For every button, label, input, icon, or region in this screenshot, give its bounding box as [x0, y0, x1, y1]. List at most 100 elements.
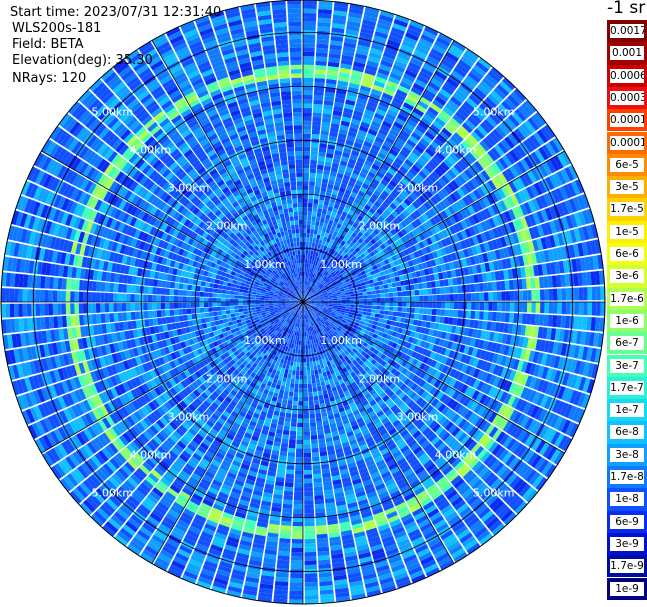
range-gate [288, 369, 293, 375]
range-gate [452, 92, 465, 104]
range-gate [330, 244, 336, 250]
range-gate [353, 228, 360, 235]
range-gate [371, 290, 376, 295]
range-gate [283, 499, 293, 505]
range-gate [363, 178, 372, 186]
range-gate [415, 295, 420, 302]
range-gate [311, 133, 320, 139]
range-gate [292, 534, 303, 540]
range-gate [525, 186, 535, 199]
range-gate [508, 181, 518, 194]
range-gate [374, 285, 380, 291]
range-gate [304, 482, 313, 488]
range-gate [357, 175, 365, 183]
range-gate [497, 141, 509, 154]
range-gate [329, 229, 335, 235]
range-gate [308, 348, 312, 354]
range-gate [376, 225, 383, 233]
range-gate [509, 290, 515, 301]
range-gate [358, 292, 364, 296]
range-gate [369, 124, 380, 133]
range-gate [371, 204, 379, 212]
range-gate [337, 191, 345, 198]
range-gate [303, 358, 307, 363]
range-gate [366, 228, 373, 235]
range-gate [343, 207, 350, 214]
range-gate [317, 252, 322, 258]
range-gate [284, 368, 289, 374]
range-gate [309, 177, 316, 182]
range-gate [303, 349, 306, 354]
range-gate [430, 196, 439, 205]
range-gate [363, 10, 379, 19]
range-gate [478, 198, 487, 209]
range-gate [284, 417, 291, 423]
range-gate [380, 306, 385, 311]
range-gate [337, 305, 342, 308]
range-gate [296, 366, 300, 371]
range-gate [344, 261, 350, 267]
range-gate [415, 198, 424, 207]
range-gate [425, 110, 437, 120]
range-gate [282, 399, 288, 405]
range-gate [290, 422, 297, 427]
range-gate [477, 172, 487, 184]
range-gate [327, 61, 340, 68]
range-gate [330, 40, 343, 47]
range-gate [344, 217, 350, 224]
range-gate [292, 526, 303, 531]
range-gate [312, 456, 320, 462]
range-gate [316, 212, 322, 218]
range-gate [321, 182, 328, 188]
range-gate [533, 182, 543, 196]
range-gate [396, 89, 408, 98]
range-gate [381, 120, 393, 129]
range-gate [535, 289, 541, 301]
range-gate [406, 94, 419, 104]
range-gate [382, 319, 388, 324]
range-gate [317, 368, 322, 374]
range-gate [356, 225, 363, 232]
range-gate [424, 164, 434, 174]
range-gate [463, 207, 472, 217]
range-gate [383, 234, 390, 241]
range-gate [334, 236, 340, 243]
range-gate [498, 172, 508, 185]
range-gate [504, 280, 510, 291]
range-gate [303, 73, 314, 78]
range-gate [378, 167, 387, 175]
range-gate [444, 217, 453, 227]
range-gate [303, 146, 311, 152]
range-gate [378, 215, 385, 223]
range-gate [338, 284, 344, 288]
range-gate [469, 148, 480, 160]
range-gate [331, 27, 345, 34]
range-gate [342, 282, 348, 287]
range-gate [472, 213, 480, 224]
range-gate [289, 595, 303, 600]
range-gate [347, 16, 362, 24]
range-gate [388, 287, 394, 293]
range-gate [312, 469, 322, 475]
range-gate [458, 125, 470, 137]
range-gate [469, 191, 478, 202]
range-gate [421, 167, 431, 177]
range-gate [425, 210, 433, 220]
range-gate [318, 199, 324, 205]
range-gate [303, 202, 308, 208]
range-gate [303, 401, 309, 406]
range-gate [386, 183, 395, 191]
range-gate [285, 469, 295, 475]
range-gate [307, 276, 310, 282]
range-gate [367, 234, 374, 241]
range-gate [390, 100, 402, 110]
range-gate [387, 315, 393, 321]
range-gate [475, 292, 480, 301]
range-gate [294, 379, 299, 384]
range-gate [514, 192, 524, 205]
range-gate [388, 76, 400, 85]
range-gate [365, 64, 378, 72]
range-gate [297, 349, 301, 354]
range-gate [328, 263, 333, 269]
range-gate [359, 31, 373, 40]
